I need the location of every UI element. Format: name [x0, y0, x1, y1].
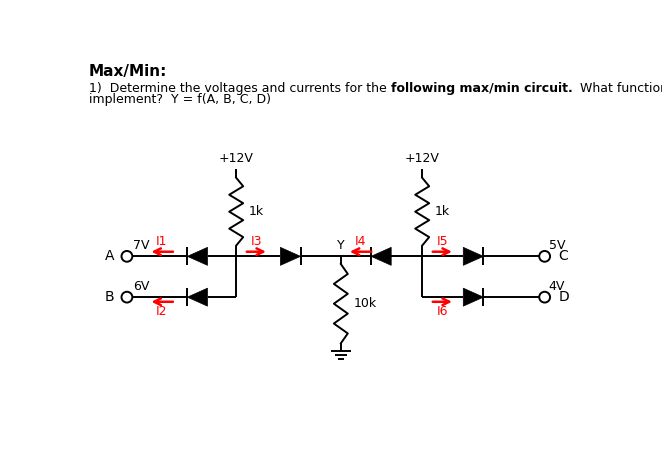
- Polygon shape: [463, 288, 483, 306]
- Text: I5: I5: [436, 235, 448, 248]
- Text: I3: I3: [251, 235, 262, 248]
- Text: 5V: 5V: [549, 239, 565, 252]
- Text: I1: I1: [156, 235, 167, 248]
- Text: 7V: 7V: [132, 239, 149, 252]
- Text: 4V: 4V: [549, 280, 565, 293]
- Text: following max/min circuit.: following max/min circuit.: [391, 81, 573, 95]
- Text: D: D: [559, 290, 569, 304]
- Text: A: A: [105, 249, 115, 263]
- Polygon shape: [187, 288, 207, 306]
- Polygon shape: [371, 248, 391, 265]
- Text: 1)  Determine the voltages and currents for the: 1) Determine the voltages and currents f…: [89, 81, 391, 95]
- Text: +12V: +12V: [218, 152, 254, 165]
- Text: 10k: 10k: [354, 297, 377, 310]
- Polygon shape: [463, 248, 483, 265]
- Polygon shape: [281, 248, 301, 265]
- Text: 1k: 1k: [434, 205, 449, 218]
- Text: What function does this circuit: What function does this circuit: [573, 81, 662, 95]
- Polygon shape: [187, 248, 207, 265]
- Text: I4: I4: [355, 235, 367, 248]
- Text: +12V: +12V: [404, 152, 440, 165]
- Text: I2: I2: [156, 305, 167, 318]
- Text: Y: Y: [337, 239, 345, 252]
- Text: 1k: 1k: [249, 205, 263, 218]
- Text: Max/Min:: Max/Min:: [89, 64, 167, 79]
- Text: I6: I6: [437, 305, 448, 318]
- Text: implement?  Y = f(A, B, C, D): implement? Y = f(A, B, C, D): [89, 93, 271, 106]
- Text: C: C: [559, 249, 569, 263]
- Text: 6V: 6V: [132, 280, 149, 293]
- Text: B: B: [105, 290, 115, 304]
